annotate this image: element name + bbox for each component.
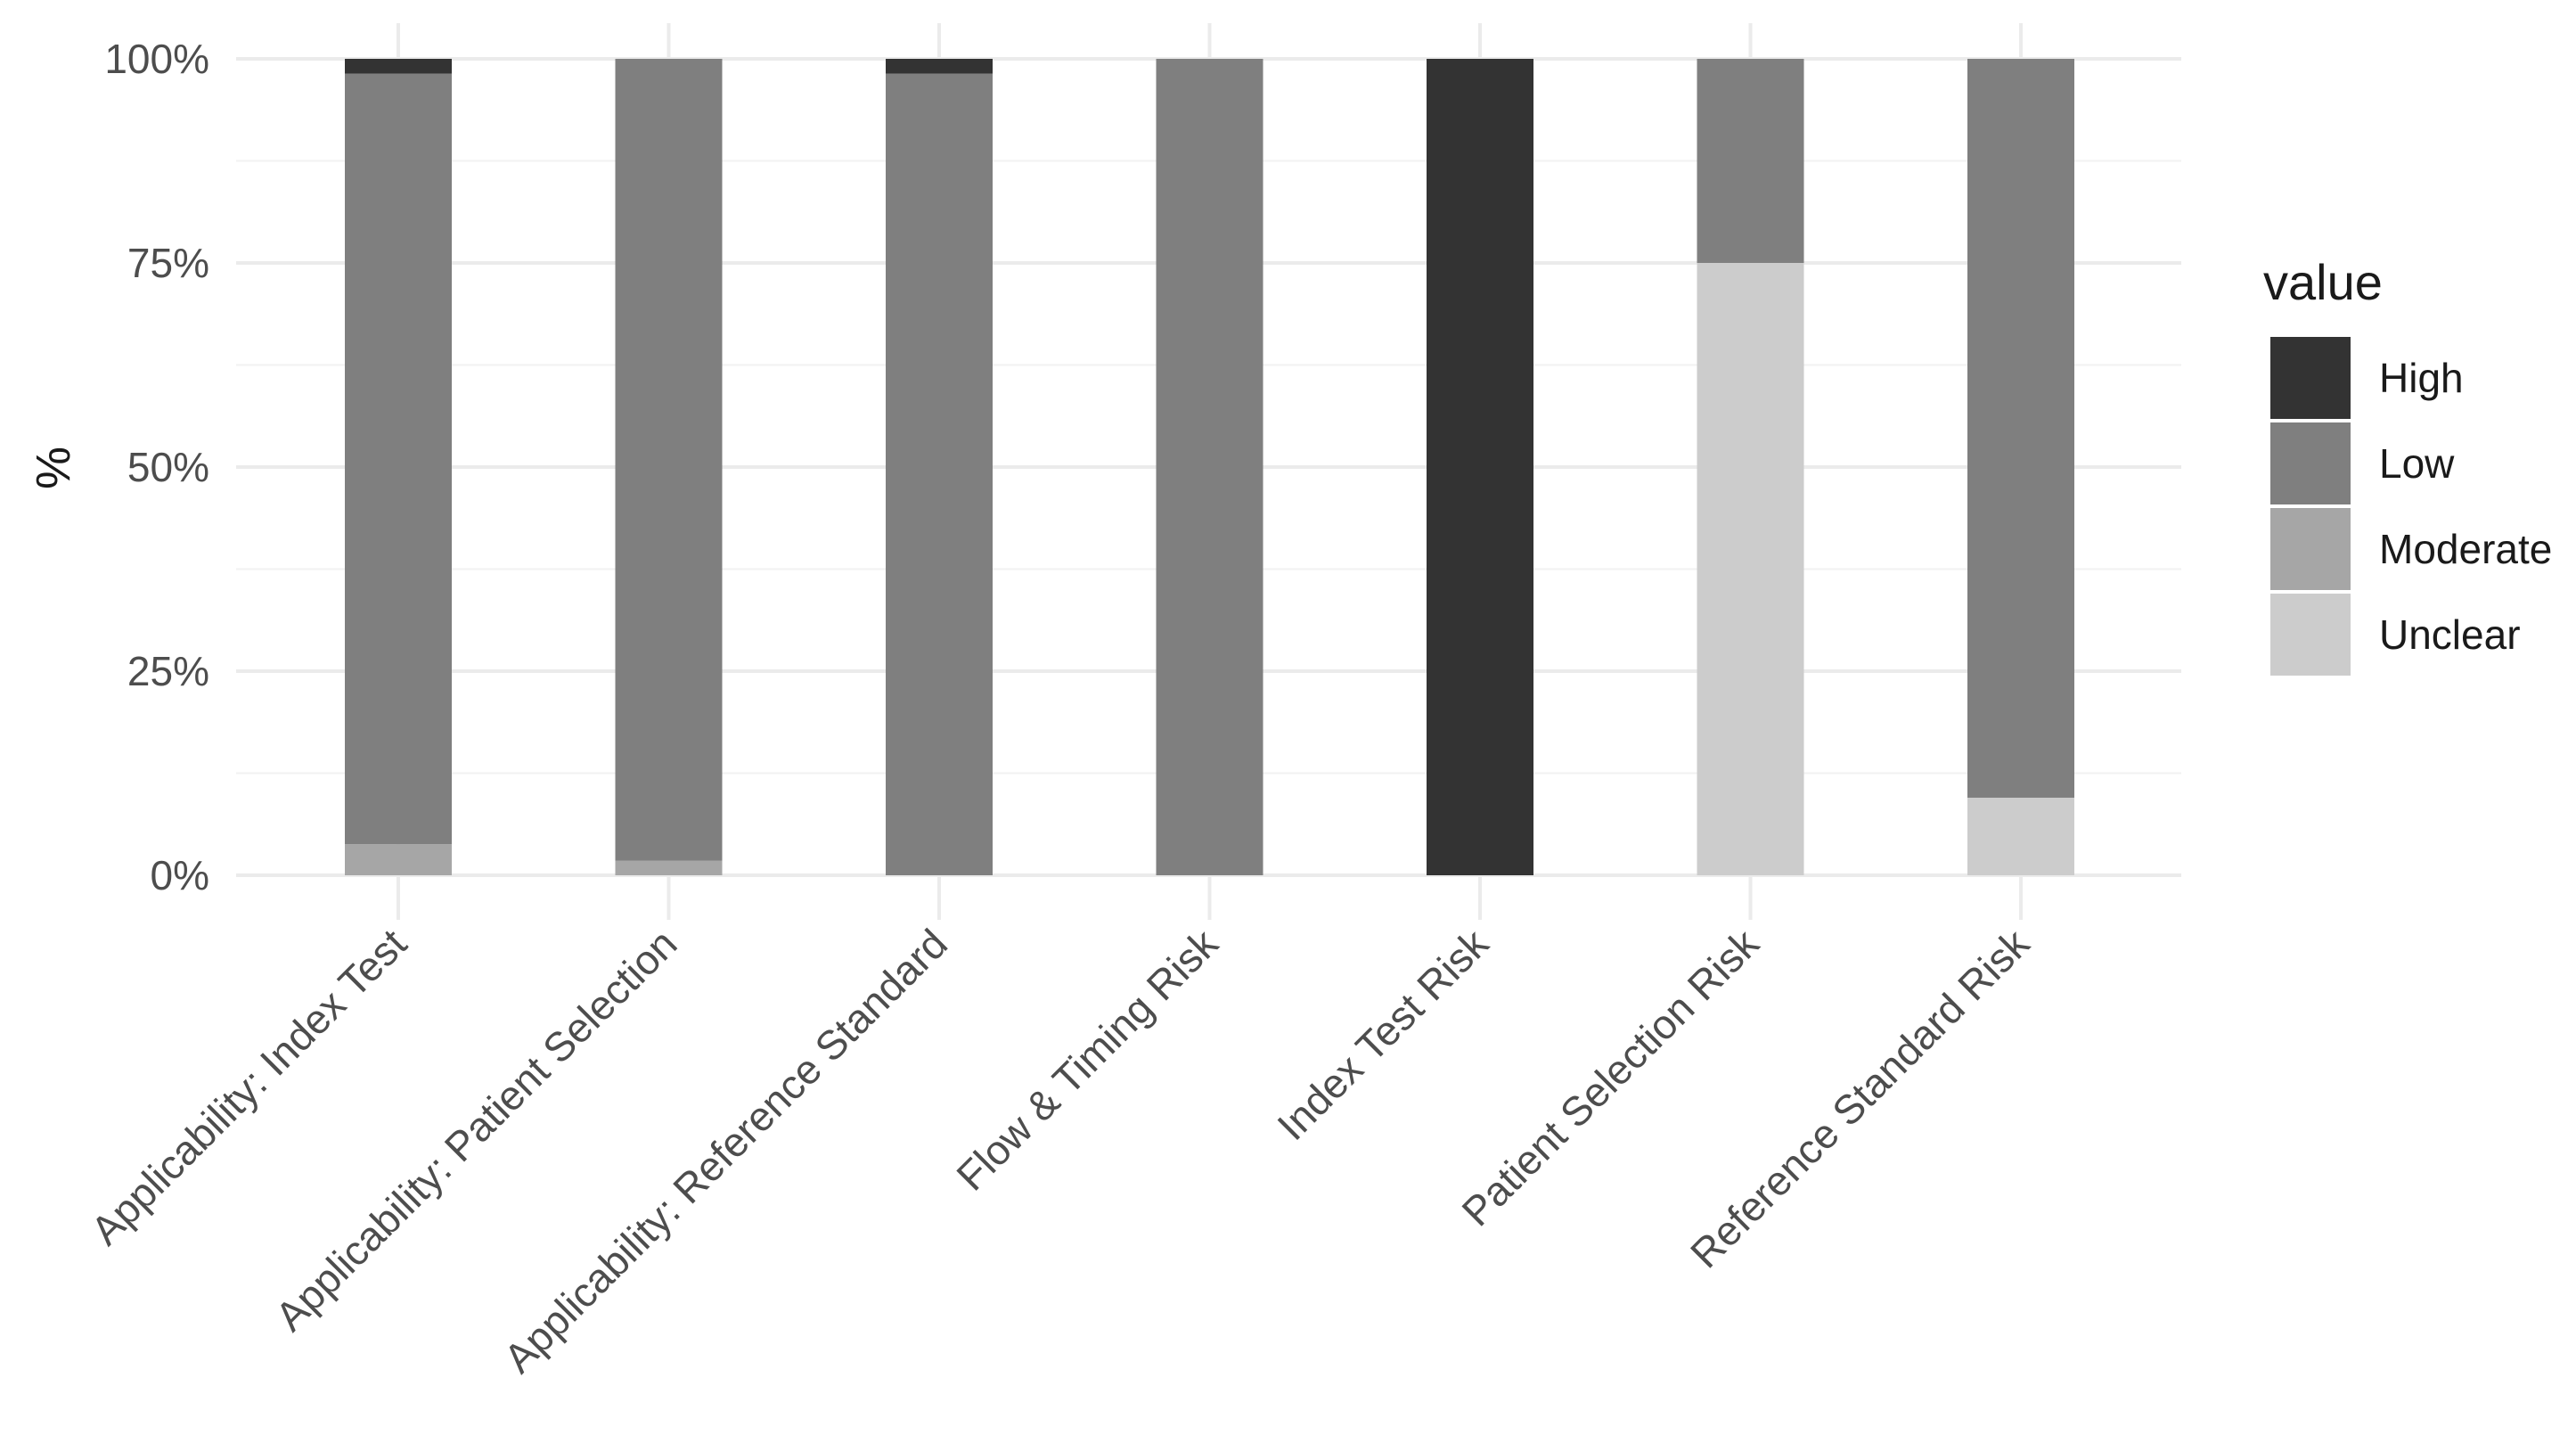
bar-segment-unclear	[1697, 263, 1804, 875]
x-tick-label: Flow & Timing Risk	[947, 920, 1227, 1200]
legend-label: Unclear	[2379, 611, 2521, 658]
y-tick-label: 50%	[127, 444, 209, 490]
bar-segment-low	[1697, 59, 1804, 263]
legend-label: High	[2379, 355, 2464, 401]
x-axis-tick-labels: Applicability: Index TestApplicability: …	[82, 920, 2039, 1382]
legend-key-moderate	[2270, 508, 2351, 590]
bar-segment-high	[886, 59, 993, 74]
bar-segment-low	[615, 59, 723, 861]
legend-label: Moderate	[2379, 526, 2552, 572]
y-tick-label: 0%	[151, 852, 209, 898]
legend-key-high	[2270, 337, 2351, 419]
legend: value High Low Moderate Unclear	[2263, 254, 2552, 676]
legend-key-low	[2270, 422, 2351, 504]
bar-segment-moderate	[615, 860, 723, 875]
x-tick-label: Index Test Risk	[1268, 920, 1497, 1149]
legend-label: Low	[2379, 440, 2455, 487]
bar-segment-moderate	[345, 844, 452, 875]
bar-segment-low	[886, 73, 993, 876]
bars	[345, 59, 2074, 876]
bar-segment-low	[1156, 59, 1263, 875]
y-axis-title: %	[27, 447, 80, 489]
legend-key-unclear	[2270, 594, 2351, 676]
bar-segment-high	[345, 59, 452, 74]
bar-segment-low	[1967, 59, 2074, 798]
x-tick-label: Patient Selection Risk	[1452, 920, 1768, 1235]
y-tick-label: 100%	[104, 36, 209, 82]
x-tick-label: Applicability: Reference Standard	[495, 920, 956, 1382]
y-tick-label: 75%	[127, 240, 209, 286]
y-tick-label: 25%	[127, 648, 209, 694]
bar-segment-unclear	[1967, 797, 2074, 875]
bar-segment-high	[1427, 59, 1533, 875]
legend-title: value	[2263, 254, 2383, 310]
y-axis-tick-labels: 0% 25% 50% 75% 100%	[104, 36, 209, 898]
legend-items: High Low Moderate Unclear	[2270, 337, 2552, 676]
bar-segment-low	[345, 73, 452, 845]
x-tick-label: Applicability: Index Test	[82, 920, 415, 1253]
